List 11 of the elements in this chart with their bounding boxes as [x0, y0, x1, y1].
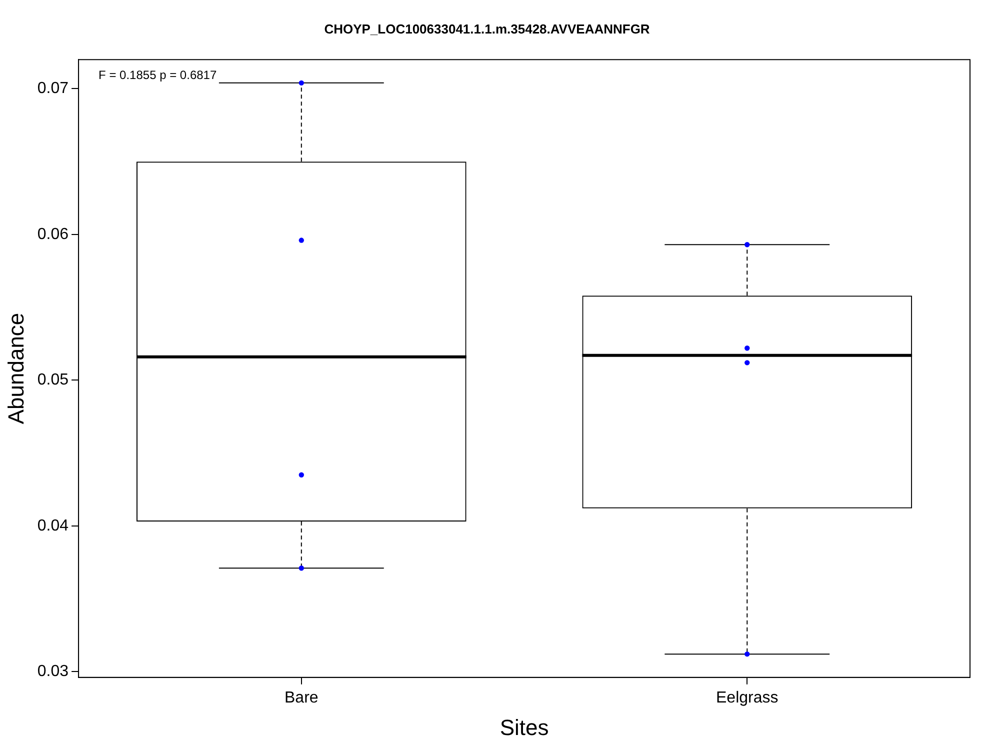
y-tick-label: 0.06: [37, 226, 69, 243]
x-axis-title: Sites: [500, 714, 549, 740]
chart-title: CHOYP_LOC100633041.1.1.m.35428.AVVEAANNFGR: [324, 21, 650, 36]
x-tick-label: Bare: [284, 689, 318, 706]
y-tick-label: 0.03: [37, 662, 69, 680]
x-tick-label: Eelgrass: [716, 689, 778, 706]
annotation: F = 0.1855 p = 0.6817: [98, 68, 217, 82]
y-tick-label: 0.07: [37, 80, 69, 98]
y-tick-label: 0.04: [37, 517, 69, 534]
y-axis-title: Abundance: [3, 312, 28, 424]
y-tick-label: 0.05: [37, 372, 69, 389]
